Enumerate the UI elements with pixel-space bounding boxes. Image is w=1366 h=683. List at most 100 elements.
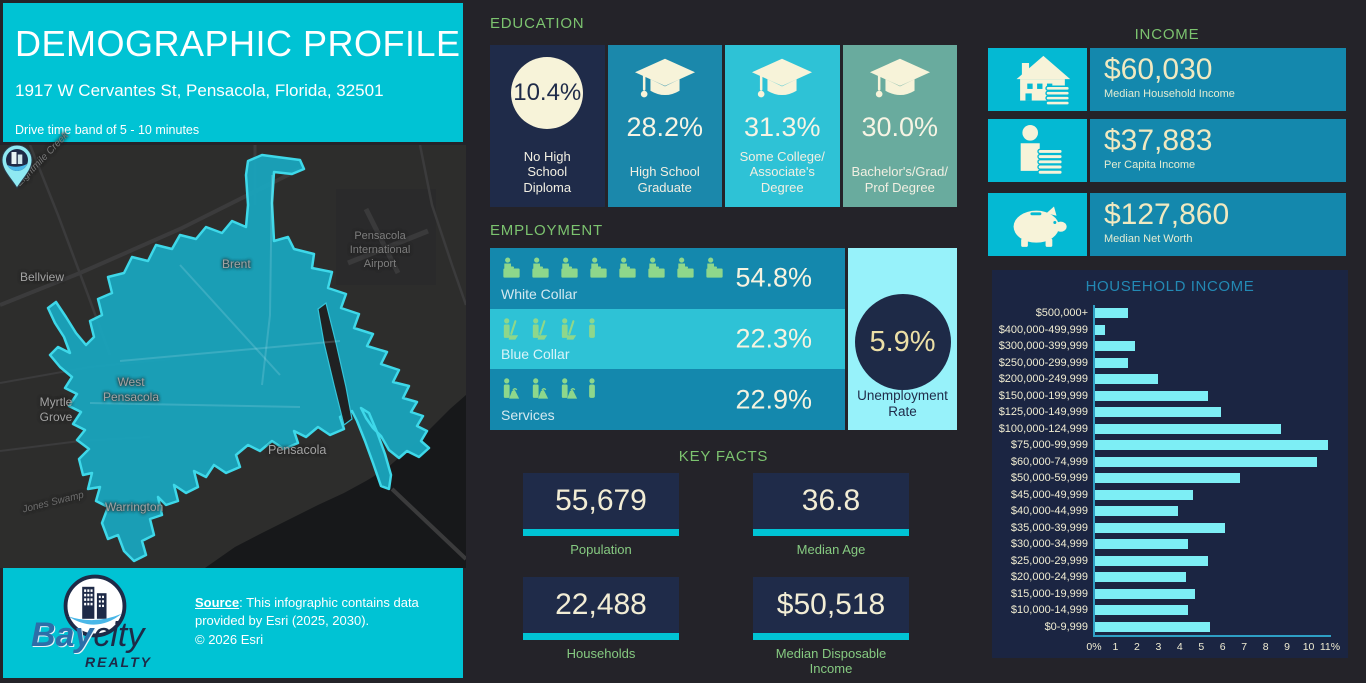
- chart-bar-track: [1094, 407, 1330, 418]
- income-label: Per Capita Income: [1104, 159, 1196, 171]
- education-title: EDUCATION: [490, 15, 585, 32]
- accent-bar: [753, 633, 909, 640]
- chart-bar: [1094, 588, 1195, 599]
- chart-bar: [1094, 473, 1240, 484]
- blue-collar-person-icon: [558, 317, 581, 341]
- house-coins-icon: [988, 48, 1087, 111]
- chart-bar: [1094, 522, 1225, 533]
- education-value: 10.4%: [513, 79, 582, 106]
- education-label: Some College/ Associate's Degree: [739, 149, 825, 195]
- map-canvas: [0, 145, 466, 568]
- chart-category-label: $30,000-34,999: [1010, 538, 1088, 551]
- chart-bar: [1094, 539, 1189, 550]
- key-fact-value: 36.8: [753, 473, 909, 529]
- income-label: Median Net Worth: [1104, 233, 1193, 245]
- chart-row: $500,000+: [992, 305, 1330, 322]
- map-label: Warrington: [105, 500, 164, 514]
- education-value: 28.2%: [626, 112, 704, 142]
- chart-bar: [1094, 440, 1328, 451]
- map-label: Bellview: [20, 270, 65, 284]
- education-tile-0: 10.4% No High School Diploma: [490, 45, 605, 207]
- chart-bar-track: [1094, 374, 1330, 385]
- key-fact-label: Median Disposable Income: [775, 646, 887, 676]
- employment-icons: [500, 378, 597, 401]
- chart-bar-track: [1094, 324, 1330, 335]
- unemployment-panel: 5.9% Unemployment Rate: [848, 248, 957, 430]
- map-label: West Pensacola: [102, 375, 160, 404]
- accent-bar: [753, 529, 909, 536]
- chart-category-label: $60,000-74,999: [1010, 455, 1088, 468]
- x-tick-label: 11%: [1319, 641, 1341, 653]
- piggy-bank-icon: [988, 193, 1087, 256]
- employment-title: EMPLOYMENT: [490, 222, 604, 239]
- white-collar-person-icon: [674, 257, 697, 280]
- chart-bar-track: [1094, 489, 1330, 500]
- chart-bar: [1094, 357, 1129, 368]
- chart-bar-track: [1094, 506, 1330, 517]
- no-diploma-circle: 10.4%: [511, 57, 584, 129]
- income-row-0: $60,030 Median Household Income: [988, 48, 1346, 111]
- chart-category-label: $25,000-29,999: [1010, 554, 1088, 567]
- chart-bar: [1094, 423, 1281, 434]
- chart-bar: [1094, 572, 1187, 583]
- chart-category-label: $250,000-299,999: [998, 356, 1088, 369]
- chart-bar: [1094, 456, 1318, 467]
- employment-row-1: Blue Collar 22.3%: [490, 308, 845, 370]
- map-label: Pensacola: [268, 443, 327, 457]
- chart-bar-track: [1094, 456, 1330, 467]
- grad-cap-icon: [751, 58, 813, 104]
- education-label: Bachelor's/Grad/ Prof Degree: [851, 164, 948, 195]
- page-title: DEMOGRAPHIC PROFILE: [15, 23, 461, 64]
- logo-building-icon: [63, 574, 127, 638]
- income-title: INCOME: [1134, 26, 1200, 43]
- chart-bar: [1094, 390, 1208, 401]
- location-pin-icon: [1, 145, 33, 189]
- employment-value: 22.3%: [735, 323, 812, 354]
- chart-category-label: $10,000-14,999: [1010, 604, 1088, 617]
- chart-bar: [1094, 324, 1105, 335]
- chart-category-label: $50,000-59,999: [1010, 472, 1088, 485]
- footer: Baycity REALTY Source: This infographic …: [3, 568, 463, 678]
- x-tick-label: 8: [1262, 641, 1269, 653]
- key-fact-card-0: 55,679 Population: [523, 473, 679, 557]
- white-collar-person-icon: [558, 257, 581, 280]
- employment-rows: White Collar 54.8% Blue Collar 22.3% Service…: [490, 248, 845, 431]
- income-value: $127,860: [1104, 198, 1230, 231]
- chart-bar-track: [1094, 539, 1330, 550]
- education-tile-3: 30.0% Bachelor's/Grad/ Prof Degree: [842, 45, 957, 207]
- address: 1917 W Cervantes St, Pensacola, Florida,…: [15, 81, 384, 100]
- income-label: Median Household Income: [1104, 88, 1235, 100]
- chart-row: $45,000-49,999: [992, 487, 1330, 504]
- chart-category-label: $100,000-124,999: [998, 422, 1088, 435]
- services-person-icon: [500, 378, 523, 401]
- chart-row: $40,000-44,999: [992, 503, 1330, 520]
- unemployment-label: Unemployment Rate: [857, 387, 948, 419]
- x-tick-label: 5: [1198, 641, 1205, 653]
- chart-row: $60,000-74,999: [992, 454, 1330, 471]
- source-note: Source: This infographic contains data p…: [195, 594, 453, 629]
- education-value: 30.0%: [861, 112, 939, 142]
- white-collar-person-icon: [616, 257, 639, 280]
- chart-y-axis: [1093, 305, 1095, 637]
- chart-bar-track: [1094, 605, 1330, 616]
- blue-collar-person-icon: [500, 317, 523, 341]
- employment-value: 54.8%: [735, 262, 812, 293]
- grad-cap-icon: [869, 58, 931, 104]
- baycity-realty-logo: Baycity REALTY: [23, 572, 183, 676]
- chart-category-label: $150,000-199,999: [998, 389, 1088, 402]
- x-tick-label: 2: [1133, 641, 1140, 653]
- chart-bar-track: [1094, 357, 1330, 368]
- unemployment-rate-badge: 5.9%: [854, 294, 951, 390]
- x-tick-label: 7: [1241, 641, 1248, 653]
- key-fact-card-1: 36.8 Median Age: [753, 473, 909, 557]
- education-tiles: 10.4% No High School Diploma 28.2% High Sch…: [490, 45, 957, 207]
- chart-bar-track: [1094, 390, 1330, 401]
- chart-row: $20,000-24,999: [992, 569, 1330, 586]
- map-label: Myrtle Grove: [39, 395, 73, 424]
- chart-bar-track: [1094, 308, 1330, 319]
- chart-row: $300,000-399,999: [992, 338, 1330, 355]
- income-row-2: $127,860 Median Net Worth: [988, 193, 1346, 256]
- chart-category-label: $400,000-499,999: [998, 323, 1088, 336]
- chart-row: $100,000-124,999: [992, 421, 1330, 438]
- chart-bar: [1094, 407, 1221, 418]
